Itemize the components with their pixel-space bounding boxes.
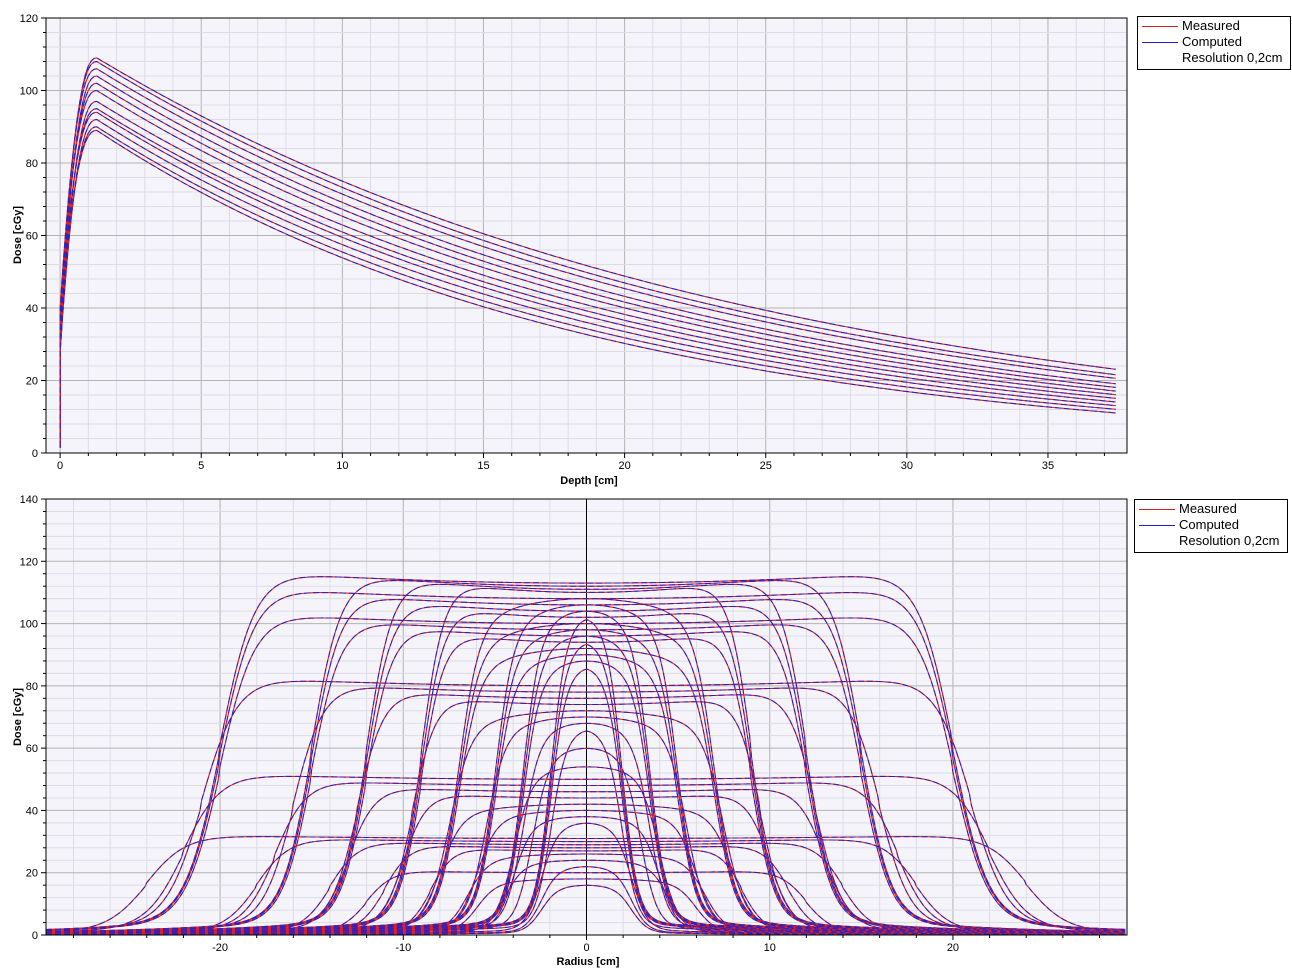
x-tick-label: 35 bbox=[1042, 460, 1054, 472]
x-axis-label: Depth [cm] bbox=[560, 475, 618, 487]
computed-series-line bbox=[46, 619, 1126, 935]
computed-swatch bbox=[1139, 525, 1175, 526]
computed-series-line bbox=[46, 694, 1126, 934]
x-tick-label: 10 bbox=[336, 460, 348, 472]
legend-label: Measured bbox=[1179, 501, 1237, 516]
legend-item-computed: Computed bbox=[1139, 517, 1289, 533]
legend-label: Resolution 0,2cm bbox=[1179, 533, 1280, 548]
y-tick-label: 40 bbox=[26, 303, 38, 315]
legend-item-measured: Measured bbox=[1139, 501, 1289, 517]
curves bbox=[59, 57, 1116, 448]
y-tick-label: 0 bbox=[32, 448, 38, 460]
computed-series-line bbox=[46, 795, 1126, 935]
computed-series-line bbox=[46, 631, 1126, 934]
computed-series-line bbox=[46, 617, 1126, 931]
computed-series-line bbox=[59, 118, 1116, 448]
beam-profile-chart: -20 -10 0 10 20 0 20 40 60 80 100 120 140 Radius [cm… bbox=[12, 494, 1128, 968]
y-tick-label: 80 bbox=[26, 681, 38, 693]
x-tick-label: 25 bbox=[760, 460, 772, 472]
x-tick-label: 0 bbox=[57, 460, 63, 472]
computed-series-line bbox=[46, 839, 1126, 935]
legend-label: Computed bbox=[1179, 517, 1239, 532]
computed-series-line bbox=[59, 126, 1116, 448]
computed-series-line bbox=[59, 129, 1116, 447]
y-tick-label: 20 bbox=[26, 376, 38, 388]
measured-swatch bbox=[1142, 26, 1178, 27]
computed-series-line bbox=[59, 57, 1116, 448]
legend-item-resolution: Resolution 0,2cm bbox=[1142, 50, 1292, 66]
computed-series-line bbox=[59, 60, 1116, 447]
measured-series-line bbox=[46, 747, 1126, 935]
y-tick-label: 0 bbox=[32, 930, 38, 942]
y-axis-label: Dose [cGy] bbox=[12, 688, 24, 746]
depth-dose-chart: 0 5 10 15 20 25 30 35 0 20 40 60 80 100 120 Depth [cm]… bbox=[12, 13, 1128, 487]
ticks: 0 5 10 15 20 25 30 35 0 20 40 60 80 100 120 bbox=[20, 13, 1105, 472]
y-axis-label: Dose [cGy] bbox=[12, 206, 24, 264]
computed-series-line bbox=[46, 866, 1126, 935]
x-tick-label: -10 bbox=[395, 942, 411, 954]
x-tick-label: 20 bbox=[947, 942, 959, 954]
legend-item-computed: Computed bbox=[1142, 34, 1292, 50]
computed-series-line bbox=[46, 592, 1126, 931]
computed-series-line bbox=[46, 789, 1126, 935]
legend-label: Measured bbox=[1182, 18, 1240, 33]
computed-series-line bbox=[46, 638, 1126, 935]
computed-series-line bbox=[59, 75, 1116, 448]
measured-swatch bbox=[1139, 509, 1175, 510]
y-tick-label: 80 bbox=[26, 158, 38, 170]
x-tick-label: -20 bbox=[212, 942, 228, 954]
x-tick-label: 30 bbox=[901, 460, 913, 472]
y-tick-label: 120 bbox=[20, 13, 38, 25]
computed-series-line bbox=[59, 100, 1116, 448]
legend-item-resolution: Resolution 0,2cm bbox=[1139, 533, 1289, 549]
y-tick-label: 60 bbox=[26, 231, 38, 243]
ticks: -20 -10 0 10 20 0 20 40 60 80 100 120 140 bbox=[20, 494, 1101, 954]
legend-label: Resolution 0,2cm bbox=[1182, 50, 1283, 65]
computed-series-line bbox=[46, 680, 1126, 932]
legend: Measured Computed Resolution 0,2cm bbox=[1137, 16, 1291, 70]
x-tick-label: 0 bbox=[583, 942, 589, 954]
computed-series-line bbox=[46, 687, 1126, 934]
y-tick-label: 100 bbox=[20, 86, 38, 98]
x-tick-label: 10 bbox=[764, 942, 776, 954]
computed-series-line bbox=[46, 624, 1126, 933]
x-tick-label: 15 bbox=[477, 460, 489, 472]
legend: Measured Computed Resolution 0,2cm bbox=[1134, 499, 1288, 553]
legend-label: Computed bbox=[1182, 34, 1242, 49]
computed-series-line bbox=[59, 111, 1116, 447]
x-axis-label: Radius [cm] bbox=[557, 956, 620, 968]
x-tick-label: 20 bbox=[618, 460, 630, 472]
computed-series-line bbox=[46, 775, 1126, 933]
y-tick-label: 140 bbox=[20, 494, 38, 506]
computed-series-line bbox=[59, 82, 1116, 447]
y-tick-label: 100 bbox=[20, 619, 38, 631]
computed-series-line bbox=[46, 836, 1126, 933]
computed-swatch bbox=[1142, 42, 1178, 43]
y-tick-label: 40 bbox=[26, 805, 38, 817]
y-tick-label: 120 bbox=[20, 556, 38, 568]
y-tick-label: 60 bbox=[26, 743, 38, 755]
computed-series-line bbox=[59, 89, 1116, 447]
computed-series-line bbox=[59, 108, 1116, 448]
computed-series-line bbox=[46, 842, 1126, 935]
computed-series-line bbox=[46, 782, 1126, 934]
x-tick-label: 5 bbox=[198, 460, 204, 472]
computed-series-line bbox=[46, 803, 1126, 935]
y-tick-label: 20 bbox=[26, 868, 38, 880]
legend-item-measured: Measured bbox=[1142, 18, 1292, 34]
computed-series-line bbox=[59, 68, 1116, 446]
computed-series-line bbox=[46, 576, 1126, 930]
curves bbox=[46, 499, 1126, 935]
